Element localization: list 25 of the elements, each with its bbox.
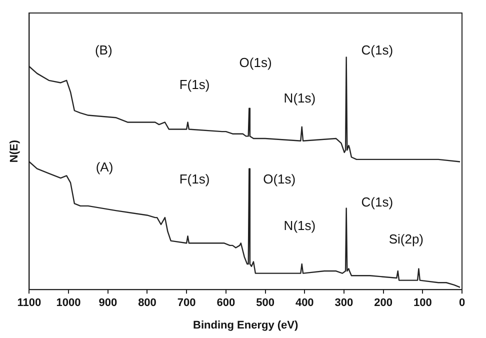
annotation: C(1s) (361, 194, 394, 210)
x-tick-label: 400 (295, 297, 314, 310)
y-axis-title: N(E) (8, 140, 21, 163)
annotation: (A) (96, 159, 114, 174)
annotation: N(1s) (284, 218, 316, 234)
x-tick-label: 0 (458, 297, 466, 310)
x-tick-label: 300 (334, 297, 354, 310)
x-tick-label: 600 (216, 297, 236, 310)
annotation: Si(2p) (388, 232, 424, 247)
annotation: F(1s) (179, 172, 210, 187)
annotation: C(1s) (361, 42, 394, 58)
x-tick-label: 1100 (17, 297, 42, 310)
annotation: O(1s) (239, 55, 272, 70)
annotation: O(1s) (263, 172, 296, 187)
x-tick-label: 900 (98, 297, 118, 310)
x-tick-label: 200 (374, 297, 392, 310)
annotation: (B) (94, 42, 112, 58)
x-tick-label: 700 (177, 297, 196, 310)
annotation: F(1s) (179, 76, 210, 92)
x-tick-label: 800 (138, 297, 156, 310)
x-tick-label: 500 (256, 297, 274, 310)
x-tick-label: 1000 (56, 297, 81, 310)
x-axis-title: Binding Energy (eV) (193, 319, 298, 332)
x-tick-label: 100 (413, 297, 432, 310)
annotation: N(1s) (284, 90, 316, 106)
